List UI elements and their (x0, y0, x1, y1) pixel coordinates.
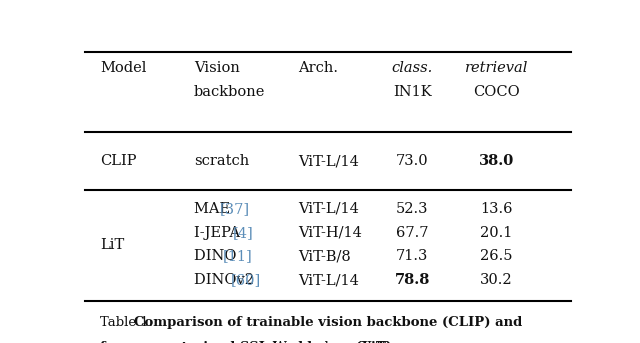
Text: LiT: LiT (100, 237, 124, 251)
Text: [37]: [37] (220, 202, 250, 216)
Text: backbone: backbone (194, 85, 266, 99)
Text: CLIP: CLIP (100, 154, 136, 168)
Text: Arch.: Arch. (298, 61, 339, 75)
Text: Model: Model (100, 61, 146, 75)
Text: 38.0: 38.0 (479, 154, 515, 168)
Text: [4]: [4] (232, 226, 253, 240)
Text: ViT-H/14: ViT-H/14 (298, 226, 362, 240)
Text: [60]: [60] (230, 273, 260, 287)
Text: 26.5: 26.5 (481, 249, 513, 263)
Text: scratch: scratch (194, 154, 250, 168)
Text: DINOv2: DINOv2 (194, 273, 259, 287)
Text: Vision: Vision (194, 61, 240, 75)
Text: 71.3: 71.3 (396, 249, 429, 263)
Text: 78.8: 78.8 (395, 273, 430, 287)
Text: DINO: DINO (194, 249, 241, 263)
Text: I-JEPA: I-JEPA (194, 226, 245, 240)
Text: ViT-L/14: ViT-L/14 (298, 154, 359, 168)
Text: 30.2: 30.2 (481, 273, 513, 287)
Text: IN1K: IN1K (393, 85, 432, 99)
Text: retrieval: retrieval (465, 61, 529, 75)
Text: MAE: MAE (194, 202, 235, 216)
Text: ViT-B/8: ViT-B/8 (298, 249, 351, 263)
Text: 73.0: 73.0 (396, 154, 429, 168)
Text: [11]: [11] (222, 249, 252, 263)
Text: Comparison of trainable vision backbone (CLIP) and: Comparison of trainable vision backbone … (134, 316, 522, 329)
Text: ViT-L/14: ViT-L/14 (298, 202, 359, 216)
Text: ViT-L/14: ViT-L/14 (298, 273, 359, 287)
Text: Table 1.: Table 1. (100, 316, 157, 329)
Text: class.: class. (392, 61, 433, 75)
Text: 52.3: 52.3 (396, 202, 429, 216)
Text: COCO: COCO (473, 85, 520, 99)
Text: frozen pre-trained SSL backbones (LiT).: frozen pre-trained SSL backbones (LiT). (100, 341, 397, 343)
Text: 13.6: 13.6 (481, 202, 513, 216)
Text: We produce CLIP re-: We produce CLIP re- (269, 341, 413, 343)
Text: 20.1: 20.1 (481, 226, 513, 240)
Text: 67.7: 67.7 (396, 226, 429, 240)
